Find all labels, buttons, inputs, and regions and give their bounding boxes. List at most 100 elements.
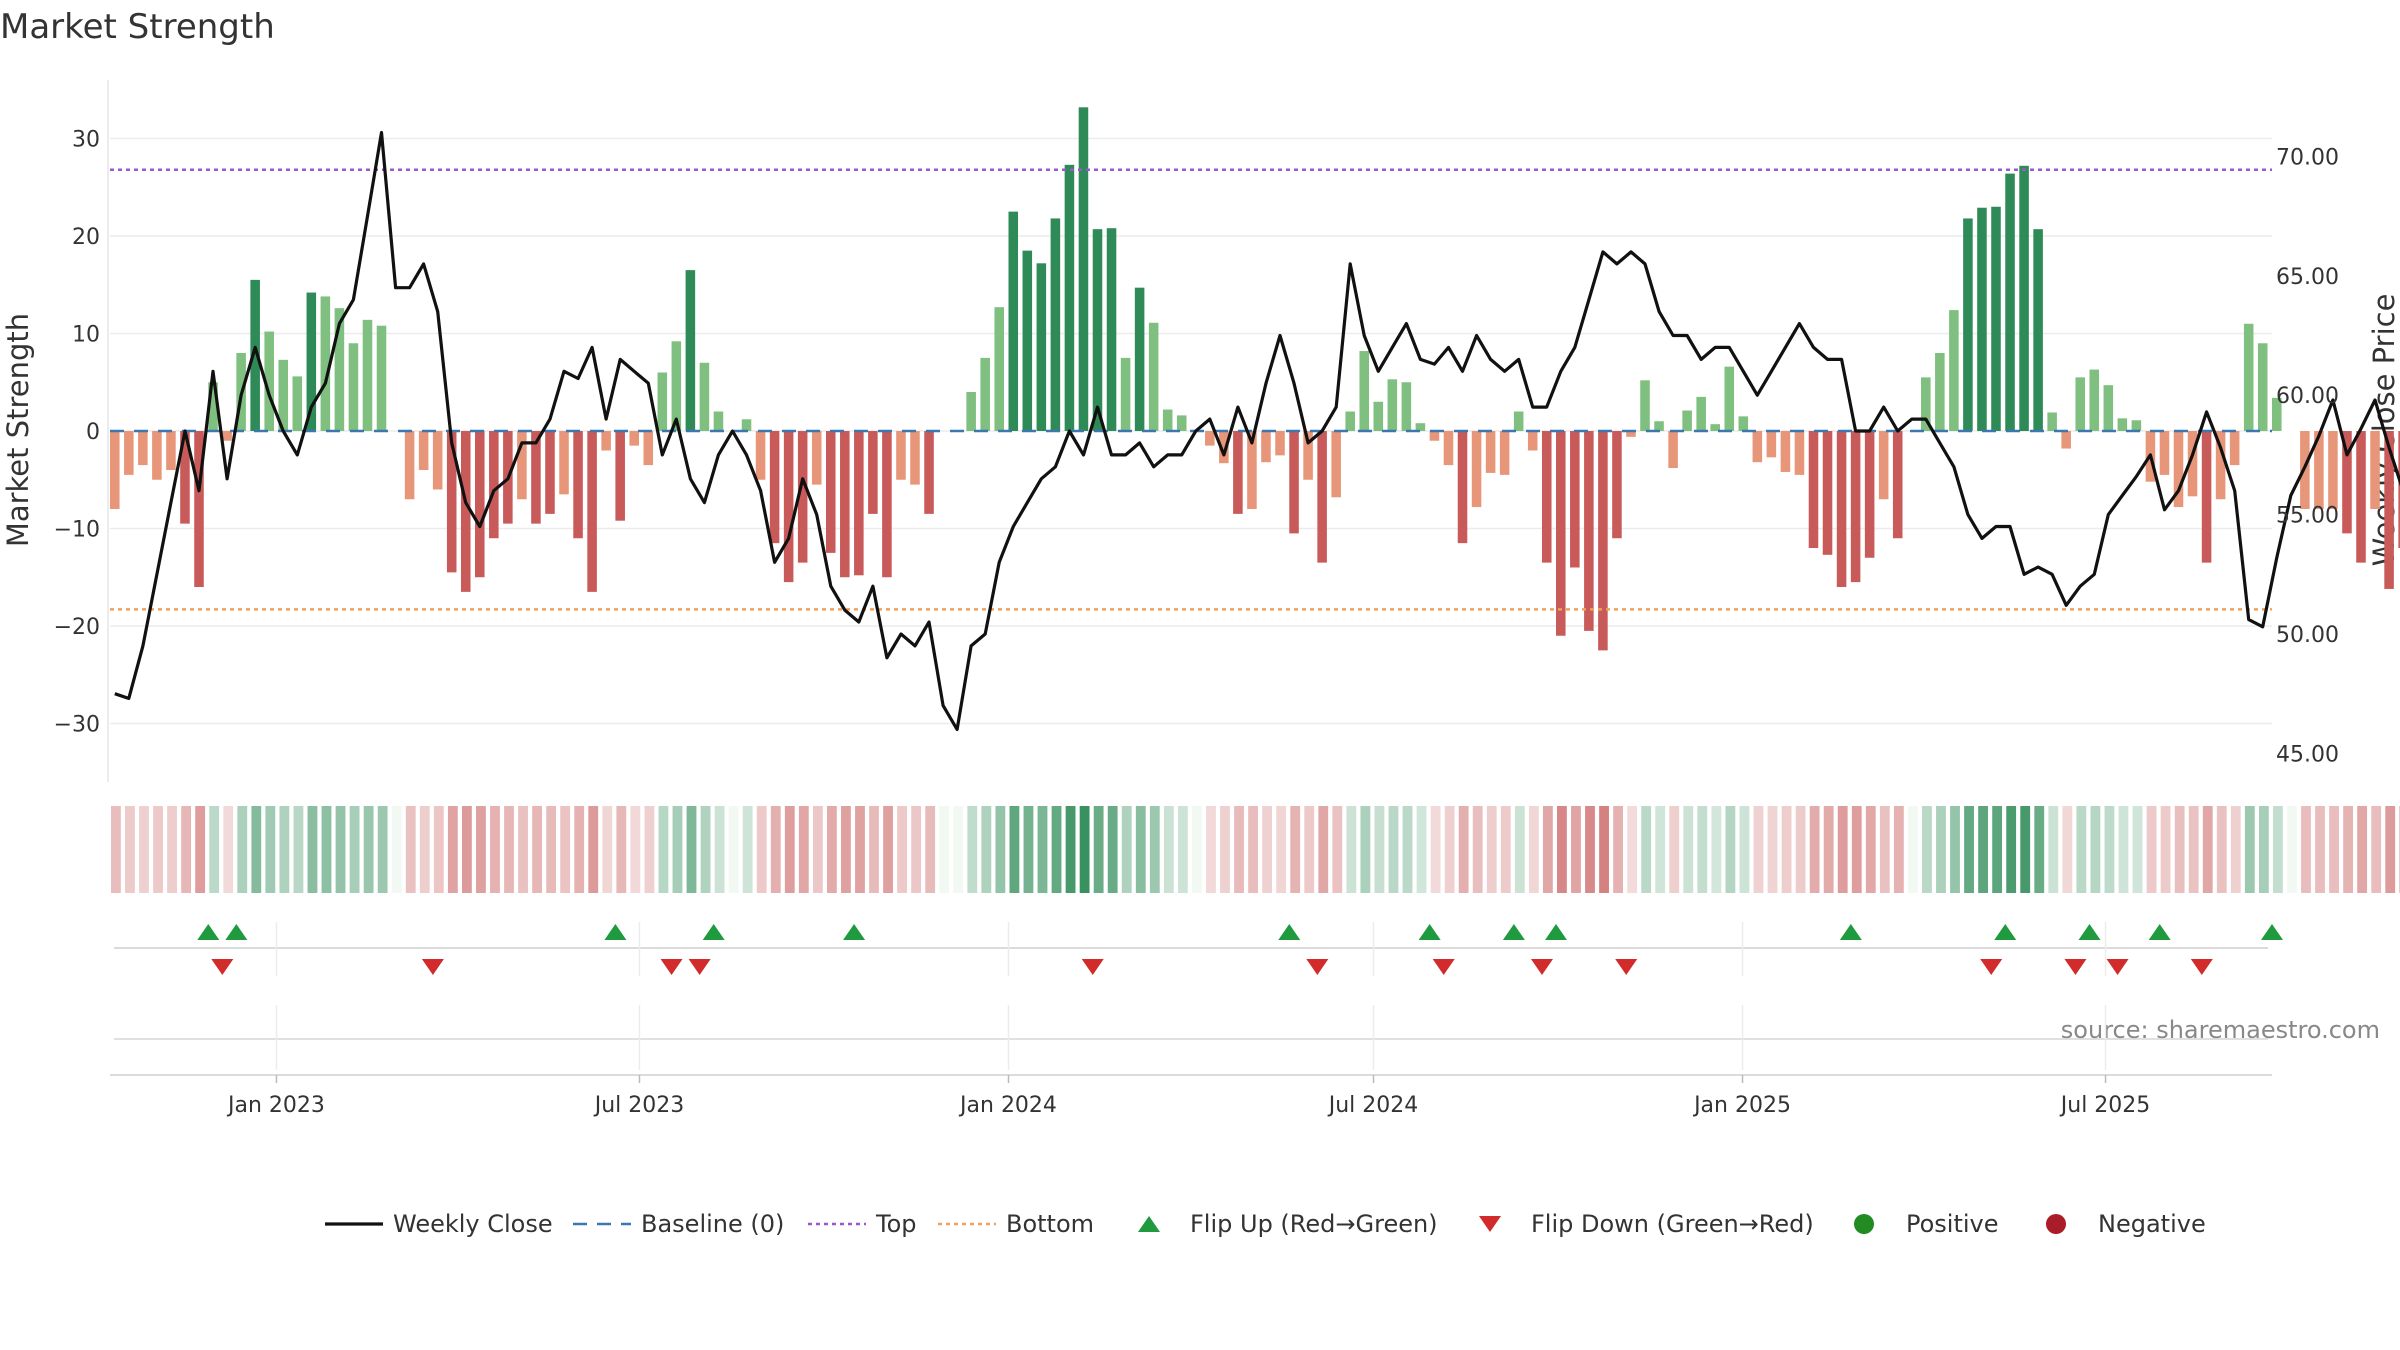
heat-cell (981, 806, 992, 893)
heat-cell (1248, 806, 1258, 893)
flip-up-marker (2078, 924, 2101, 940)
heat-cell (1093, 806, 1104, 893)
strength-bar (1008, 211, 1019, 431)
flip-up-marker (225, 924, 248, 940)
heat-cell (967, 806, 978, 893)
heat-cell (2146, 806, 2157, 893)
strength-bar (475, 431, 485, 578)
heat-cell (1585, 806, 1595, 893)
strength-bar (1134, 287, 1145, 431)
heat-cell (728, 806, 739, 893)
heat-cell (616, 806, 627, 893)
strength-bar (446, 431, 457, 573)
strength-bar (1991, 206, 2001, 431)
strength-bar (1541, 431, 1552, 563)
heat-cell (1641, 806, 1652, 893)
y-tick-label: −30 (54, 713, 100, 738)
heat-cell (1627, 806, 1638, 893)
heat-cell (897, 806, 908, 893)
y2-tick-label: 55.00 (2276, 504, 2339, 529)
strength-bar (755, 431, 766, 480)
heat-cell (2034, 806, 2045, 893)
heat-cell (1613, 806, 1623, 893)
heat-cell (1739, 806, 1750, 893)
strength-bar (110, 431, 120, 509)
strength-bar (348, 343, 359, 431)
heat-cell (1781, 806, 1792, 893)
heat-cell (1135, 806, 1146, 893)
strength-bar (250, 279, 260, 431)
heat-cell (1697, 806, 1708, 893)
heat-cell (925, 806, 936, 893)
heat-cell (419, 806, 430, 893)
heat-cell (195, 806, 206, 893)
flip-up-marker (604, 924, 627, 940)
strength-bar (418, 431, 429, 470)
flip-down-marker (1081, 959, 1104, 975)
heat-cell (237, 806, 248, 893)
heat-cell (307, 806, 318, 893)
strength-bar (489, 431, 499, 539)
heat-cell (2273, 806, 2283, 893)
strength-bar (2356, 431, 2366, 563)
strength-bar (2061, 431, 2071, 449)
strength-bar (741, 419, 752, 431)
heat-cell (869, 806, 879, 893)
heat-cell (1051, 806, 1062, 893)
flip-up-marker (197, 924, 220, 940)
strength-bar (432, 431, 443, 490)
strength-bar (1331, 431, 1341, 498)
y2-tick-label: 70.00 (2276, 145, 2339, 170)
strength-bar (264, 331, 274, 431)
strength-bar (2314, 431, 2324, 509)
heat-cell (2329, 806, 2339, 893)
strength-bar (1022, 250, 1033, 431)
heat-cell (1557, 806, 1567, 893)
strength-bar (1471, 431, 1482, 508)
weekly-close-line (114, 130, 2400, 732)
heat-cell (1907, 806, 1918, 893)
heat-cell (433, 806, 444, 893)
strength-bar (1092, 229, 1103, 431)
y2-tick-label: 45.00 (2276, 742, 2339, 767)
strength-bar (1808, 431, 1819, 548)
strength-bar (2370, 431, 2380, 509)
heat-cell (1430, 806, 1441, 893)
legend-label: Positive (1906, 1210, 1999, 1238)
heat-cell (2188, 806, 2199, 893)
strength-bar (629, 431, 639, 446)
heat-cell (1234, 806, 1244, 893)
strength-bar (1626, 431, 1636, 437)
strength-bar (966, 392, 976, 431)
heat-cell (125, 806, 135, 893)
heat-cell (1865, 806, 1876, 893)
flip-down-marker (1432, 959, 1455, 975)
source-note: source: sharemaestro.com (2061, 1016, 2380, 1044)
heat-cell (1823, 806, 1834, 893)
strength-bar (334, 308, 345, 431)
heat-cell (405, 806, 416, 893)
heat-cell (770, 806, 781, 893)
heat-cell (784, 806, 795, 893)
strength-bar (685, 270, 696, 431)
strength-bar (825, 431, 836, 553)
heat-cell (1711, 806, 1722, 893)
heat-cell (714, 806, 725, 893)
flip-down-marker (211, 959, 234, 975)
heat-cell (1318, 806, 1329, 893)
flip-up-marker (2148, 924, 2171, 940)
y2-tick-label: 50.00 (2276, 623, 2339, 648)
heat-cell (812, 806, 823, 893)
heat-cell (391, 806, 402, 893)
strength-bar (559, 431, 569, 495)
heat-cell (2132, 806, 2143, 893)
legend-label: Bottom (1006, 1210, 1094, 1238)
heat-cell (2216, 806, 2227, 893)
strength-bar (1036, 263, 1047, 431)
strength-bar (1373, 401, 1384, 431)
heat-cell (1121, 806, 1132, 893)
flip-down-marker (2190, 959, 2213, 975)
flip-markers (114, 924, 2283, 975)
legend-label: Weekly Close (393, 1210, 553, 1238)
heat-cell (1936, 806, 1946, 893)
